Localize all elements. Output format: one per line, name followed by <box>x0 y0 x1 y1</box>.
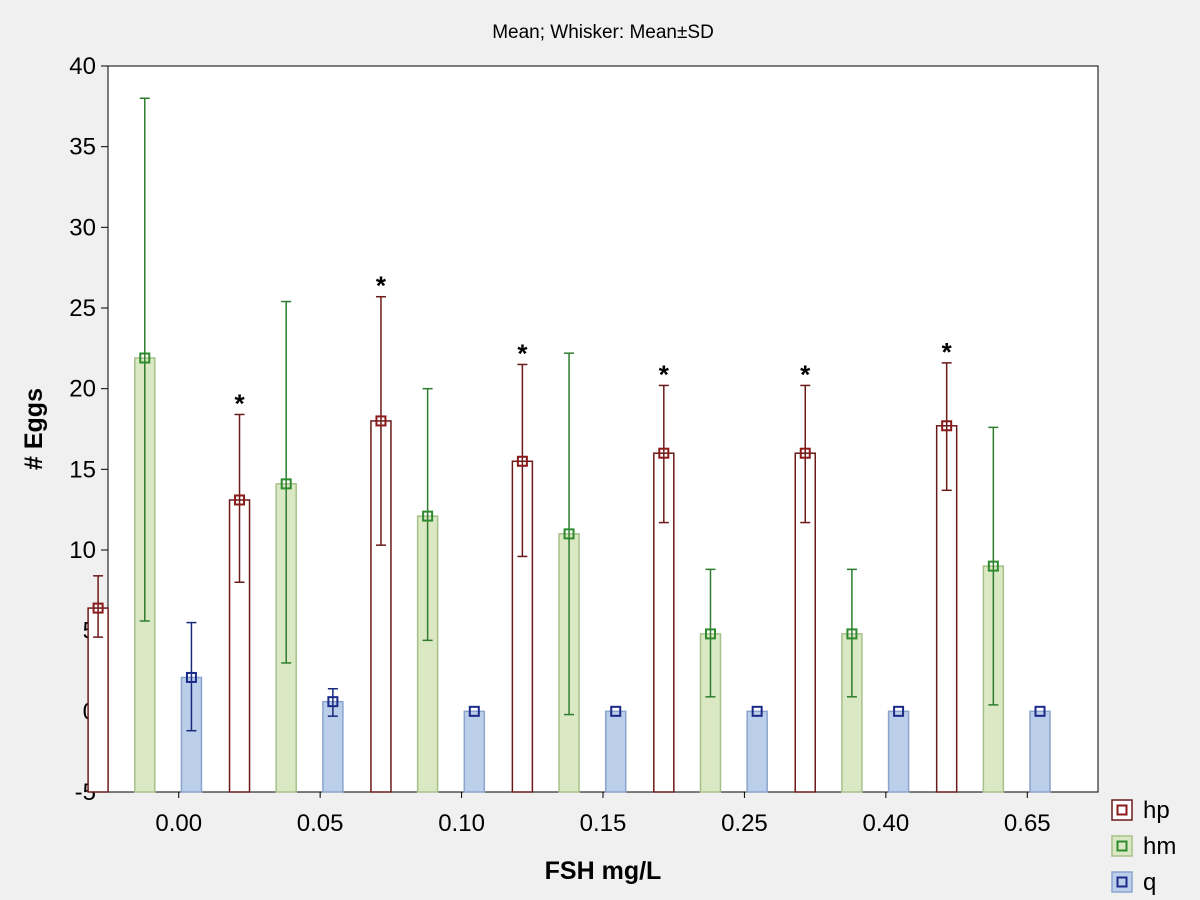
mean-marker-hp-0.00 <box>92 602 104 614</box>
legend-marker-q <box>1116 876 1128 888</box>
legend-marker-hm <box>1116 840 1128 852</box>
mean-marker-hp-0.25 <box>658 447 670 459</box>
legend-swatch-q <box>1111 871 1133 893</box>
significance-asterisk: * <box>942 337 953 367</box>
legend-swatch-hp <box>1111 799 1133 821</box>
mean-marker-hp-0.40 <box>799 447 811 459</box>
significance-asterisk: * <box>376 271 387 301</box>
mean-marker-hm-0.10 <box>422 510 434 522</box>
plot-area <box>107 65 1099 793</box>
legend-label-q: q <box>1143 869 1156 896</box>
bars <box>87 97 1051 793</box>
mean-marker-hm-0.40 <box>846 628 858 640</box>
y-tick-label: 40 <box>69 53 96 80</box>
legend-marker-hp <box>1116 804 1128 816</box>
mean-marker-hm-0.65 <box>987 560 999 572</box>
x-tick-label: 0.15 <box>580 810 627 837</box>
y-axis-label: # Eggs <box>20 388 48 470</box>
x-tick-label: 0.05 <box>297 810 344 837</box>
mean-marker-q-0.10 <box>468 705 480 717</box>
significance-asterisk: * <box>517 338 528 368</box>
mean-marker-hm-0.00 <box>139 352 151 364</box>
x-tick-label: 0.10 <box>438 810 485 837</box>
y-tick-label: 15 <box>69 456 96 483</box>
mean-marker-q-0.25 <box>751 705 763 717</box>
annotations: * * * * * * <box>234 271 952 419</box>
y-tick-label: 10 <box>69 537 96 564</box>
mean-marker-hm-0.25 <box>704 628 716 640</box>
x-tick-label: 0.00 <box>155 810 202 837</box>
mean-marker-hm-0.05 <box>280 478 292 490</box>
y-tick-label: 30 <box>69 214 96 241</box>
significance-asterisk: * <box>234 388 245 418</box>
x-axis: 0.00 0.05 0.10 0.15 0.25 0.40 0.65 <box>155 792 1051 837</box>
bar-q-0.25 <box>746 710 768 793</box>
mean-marker-q-0.40 <box>893 705 905 717</box>
bar-q-0.10 <box>463 710 486 793</box>
bar-q-0.15 <box>604 710 627 793</box>
mean-marker-q-0.00 <box>185 671 197 683</box>
legend: hp hm q <box>1111 797 1176 896</box>
legend-swatch-hm <box>1111 835 1133 857</box>
chart-title: Mean; Whisker: Mean±SD <box>492 22 714 43</box>
x-tick-label: 0.40 <box>862 810 909 837</box>
y-tick-label: 35 <box>69 134 96 161</box>
y-axis: -50510152025303540 <box>69 53 108 806</box>
mean-marker-hp-0.05 <box>234 494 246 506</box>
bar-q-0.40 <box>887 710 910 793</box>
mean-marker-hp-0.10 <box>375 415 387 427</box>
legend-label-hp: hp <box>1143 797 1170 824</box>
x-axis-label: FSH mg/L <box>545 857 662 885</box>
y-tick-label: 25 <box>69 295 96 322</box>
mean-marker-q-0.05 <box>327 696 339 708</box>
significance-asterisk: * <box>800 359 811 389</box>
x-tick-label: 0.65 <box>1004 810 1051 837</box>
mean-marker-q-0.65 <box>1034 705 1046 717</box>
mean-marker-hm-0.15 <box>563 528 575 540</box>
mean-marker-q-0.15 <box>610 705 622 717</box>
y-tick-label: 20 <box>69 376 96 403</box>
x-tick-label: 0.25 <box>721 810 768 837</box>
legend-label-hm: hm <box>1143 833 1176 860</box>
bar-q-0.65 <box>1029 710 1051 793</box>
significance-asterisk: * <box>659 359 670 389</box>
mean-marker-hp-0.15 <box>516 455 528 467</box>
mean-marker-hp-0.65 <box>941 420 953 432</box>
